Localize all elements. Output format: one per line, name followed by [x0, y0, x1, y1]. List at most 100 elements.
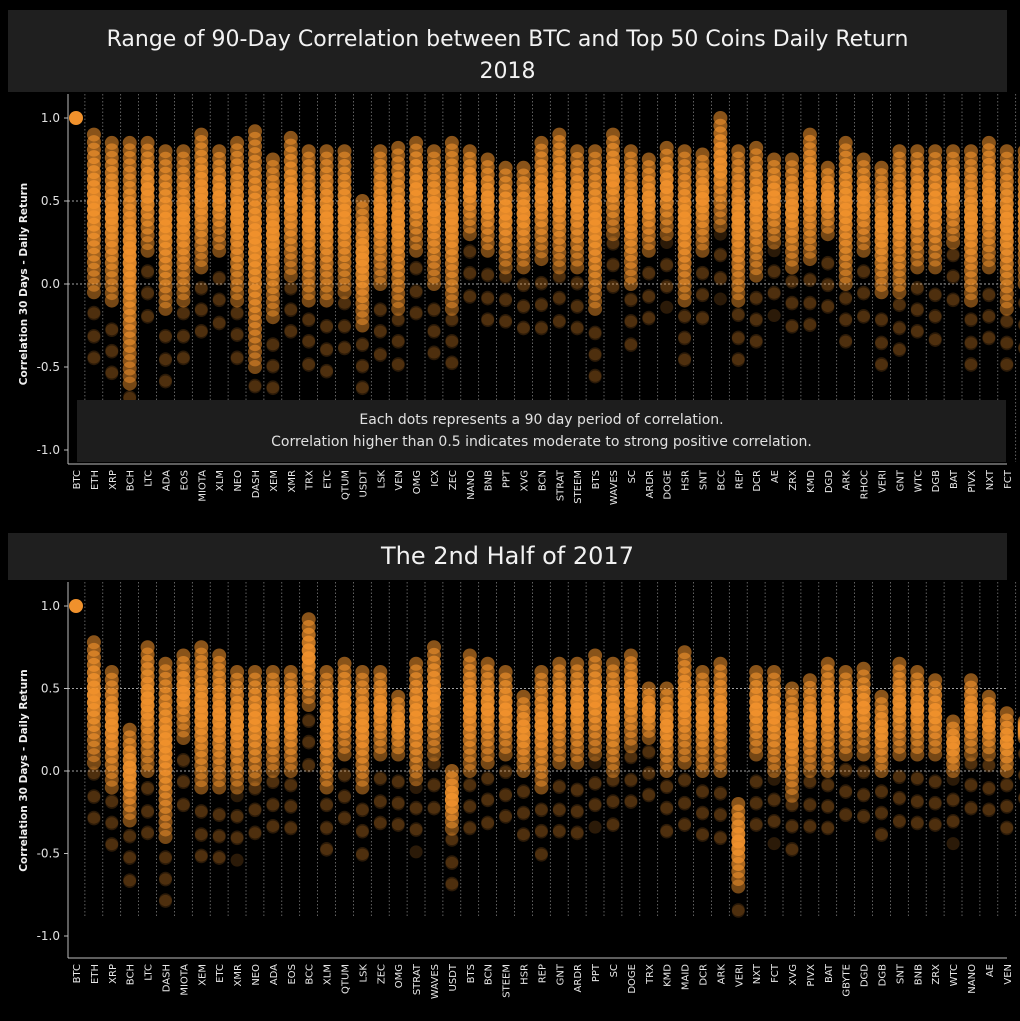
data-point — [212, 648, 227, 663]
data-point — [463, 777, 477, 791]
data-point — [230, 810, 244, 824]
data-point — [1000, 779, 1014, 793]
data-point — [713, 785, 727, 799]
x-tick-label: SC — [627, 470, 638, 483]
data-point — [570, 300, 584, 314]
x-tick-label: QTUM — [341, 964, 352, 994]
data-point — [248, 802, 262, 816]
data-point — [642, 289, 656, 303]
data-point — [946, 772, 960, 786]
data-point — [839, 333, 853, 347]
data-point — [767, 264, 781, 278]
data-point — [284, 777, 298, 791]
data-point — [928, 774, 942, 788]
x-tick-label: ZRX — [788, 470, 799, 491]
data-point — [1000, 357, 1014, 371]
x-tick-label: NEO — [233, 470, 244, 492]
series-dots-omg — [409, 135, 424, 321]
series-dots-rep — [731, 144, 746, 367]
y-tick-label: 0.0 — [41, 764, 60, 778]
data-point — [660, 779, 674, 793]
data-point — [391, 817, 405, 831]
data-point — [409, 285, 423, 299]
data-point — [427, 756, 441, 770]
data-point — [857, 766, 871, 780]
data-point — [696, 805, 709, 819]
data-point — [445, 856, 459, 870]
data-point — [660, 257, 674, 271]
data-point — [678, 309, 692, 323]
data-point — [266, 776, 280, 790]
data-point — [767, 815, 781, 829]
series-dots-xmr — [230, 665, 245, 867]
data-point — [910, 771, 924, 785]
data-point — [320, 343, 334, 357]
data-point — [731, 352, 745, 366]
data-point — [928, 287, 942, 301]
data-point — [946, 792, 960, 806]
data-point — [928, 310, 942, 324]
series-dots-omg — [391, 689, 406, 832]
data-point — [624, 794, 638, 808]
x-tick-label: ETC — [323, 470, 334, 489]
data-point — [409, 284, 423, 298]
series-dots-dash — [248, 124, 262, 439]
x-tick-label: NEO — [251, 964, 262, 986]
data-point — [230, 809, 244, 823]
data-point — [373, 323, 387, 337]
data-point — [910, 795, 924, 809]
data-point — [176, 328, 190, 342]
data-point — [928, 817, 942, 831]
series-dots-nxt — [749, 665, 764, 832]
x-tick-label: GNT — [895, 469, 906, 491]
data-point — [892, 343, 906, 357]
series-dots-eth — [86, 635, 101, 826]
data-point — [320, 799, 334, 813]
data-point — [982, 781, 996, 794]
data-point — [320, 842, 334, 856]
data-point — [999, 706, 1014, 721]
data-point — [463, 779, 477, 793]
data-point — [928, 144, 943, 159]
data-point — [731, 307, 745, 321]
data-point — [463, 799, 477, 813]
data-point — [624, 749, 638, 763]
data-point — [463, 267, 477, 281]
data-point — [892, 814, 906, 827]
data-point — [230, 352, 244, 366]
data-point — [910, 817, 924, 831]
data-point — [338, 320, 351, 334]
y-axis-label: Correlation 30 Days - Daily Return — [18, 669, 30, 871]
data-point — [552, 269, 566, 283]
data-point — [517, 299, 530, 313]
series-dots-ppt — [498, 160, 513, 329]
x-tick-label: BNB — [484, 470, 495, 491]
data-point — [302, 333, 316, 347]
data-point — [87, 789, 101, 803]
data-point — [821, 300, 835, 314]
data-point — [391, 776, 405, 790]
data-point — [570, 825, 584, 839]
data-point — [320, 843, 334, 857]
x-tick-label: BCC — [305, 964, 316, 985]
x-tick-label: BTS — [466, 964, 477, 983]
x-tick-label: REP — [537, 964, 548, 983]
x-tick-label: REP — [734, 470, 745, 489]
data-point — [212, 272, 226, 286]
data-point — [982, 782, 996, 796]
x-tick-label: NANO — [967, 964, 978, 994]
data-point — [302, 357, 316, 371]
data-point — [141, 285, 155, 299]
data-point — [1017, 227, 1020, 238]
y-tick-label: 1.0 — [41, 111, 60, 125]
data-point — [499, 809, 513, 823]
data-point — [839, 807, 853, 821]
data-point — [999, 144, 1014, 159]
data-point — [1017, 197, 1020, 209]
data-point — [588, 348, 602, 362]
data-point — [284, 325, 298, 339]
data-point — [391, 795, 405, 809]
x-tick-label: TRX — [645, 964, 656, 985]
data-point — [409, 822, 423, 836]
data-point — [534, 135, 549, 150]
